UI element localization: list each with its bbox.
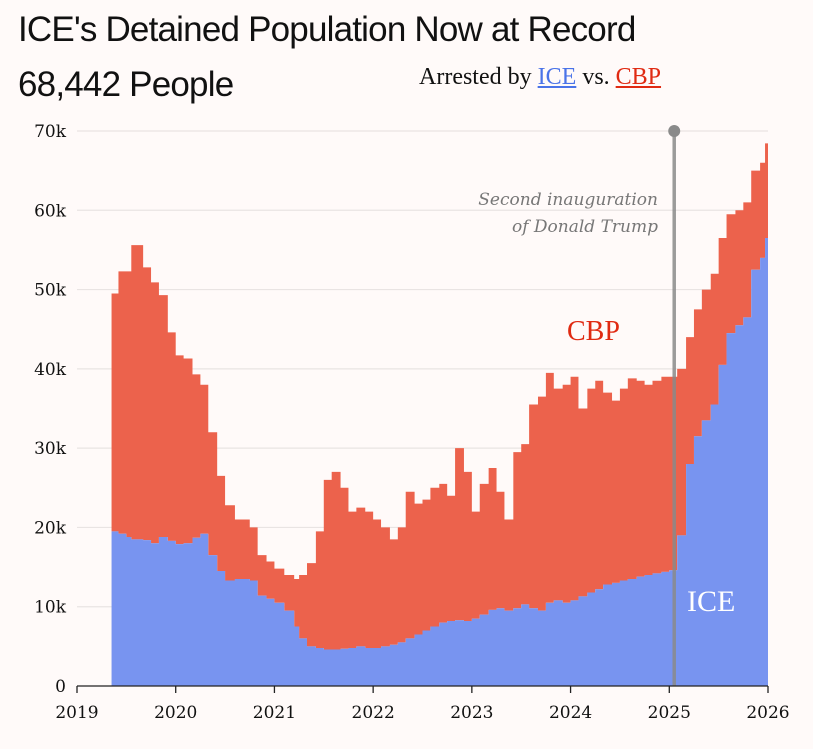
subtitle-prefix: Arrested by	[419, 64, 532, 90]
x-tick-label: 2021	[253, 703, 296, 723]
y-tick-label: 20k	[34, 518, 67, 538]
chart-title-line2: 68,442 People	[18, 65, 234, 104]
x-tick-label: 2019	[55, 703, 98, 723]
x-tick-label: 2024	[549, 703, 592, 723]
x-tick-label: 2020	[154, 703, 197, 723]
series-label-ice: ICE	[687, 585, 735, 618]
y-tick-label: 0	[55, 677, 66, 697]
y-tick-label: 10k	[34, 598, 67, 618]
annotation-dot	[668, 125, 681, 137]
chart-subtitle: Arrested by ICE vs. CBP	[419, 64, 661, 91]
annotation-group	[668, 125, 681, 686]
annotation-text-line2: of Donald Trump	[512, 217, 658, 237]
x-tick-label: 2022	[352, 703, 395, 723]
y-tick-label: 50k	[34, 281, 67, 301]
area-ice	[111, 238, 769, 687]
stacked-areas	[111, 143, 769, 687]
chart-title-line1: ICE's Detained Population Now at Record	[18, 10, 636, 49]
subtitle-ice-link[interactable]: ICE	[537, 64, 577, 90]
area-cbp	[111, 143, 769, 650]
series-label-cbp: CBP	[567, 316, 620, 347]
x-tick-label: 2025	[648, 703, 691, 723]
axes: 0 10k 20k 30k 40k 50k 60k 70k 2019 2020 2021 2022 20…	[34, 122, 790, 723]
subtitle-cbp-link[interactable]: CBP	[615, 64, 662, 90]
x-tick-label: 2026	[746, 703, 789, 723]
chart-title: ICE's Detained Population Now at Record …	[18, 2, 636, 112]
y-tick-label: 60k	[34, 201, 67, 221]
y-tick-label: 70k	[34, 122, 67, 142]
y-tick-label: 40k	[34, 360, 67, 380]
subtitle-mid: vs.	[582, 64, 610, 90]
y-tick-label: 30k	[34, 439, 67, 459]
x-tick-label: 2023	[450, 703, 493, 723]
annotation-text-line1: Second inauguration	[478, 190, 658, 210]
